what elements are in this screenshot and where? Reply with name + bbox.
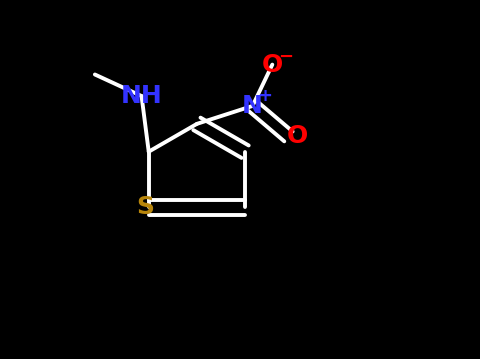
- Text: O: O: [287, 125, 308, 148]
- Text: +: +: [257, 87, 272, 105]
- Text: O: O: [262, 53, 283, 76]
- Text: S: S: [136, 195, 154, 219]
- Text: −: −: [278, 48, 293, 66]
- Text: N: N: [242, 94, 263, 118]
- Text: NH: NH: [120, 84, 162, 108]
